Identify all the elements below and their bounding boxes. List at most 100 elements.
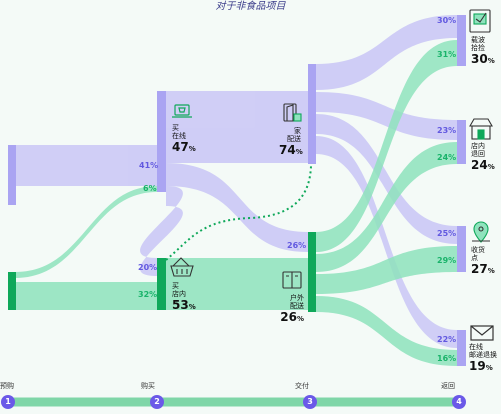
- node-label-deliver-home: 家 配送 74%: [279, 127, 303, 159]
- flow-home-to-collect: [316, 114, 457, 244]
- node-value: 26%: [276, 310, 304, 326]
- flow-label: 24%: [437, 153, 457, 162]
- node-value-unit: %: [188, 145, 196, 153]
- node-line2: 在线: [172, 132, 186, 140]
- node-value-unit: %: [487, 57, 495, 65]
- node-value-number: 27: [471, 262, 488, 276]
- node-label-ret-kiosk: 载波 拾捡 30%: [471, 36, 495, 68]
- flow-online-to-outdoor: [166, 163, 308, 252]
- node-bar-buy-instore: [157, 258, 166, 310]
- node-value: 74%: [279, 143, 303, 159]
- node-value: 27%: [471, 262, 495, 278]
- door-icon: [283, 103, 302, 122]
- flow-label: 32%: [138, 290, 158, 299]
- node-value-number: 74: [279, 143, 296, 157]
- node-line1: 买: [172, 124, 179, 132]
- node-line1: 店内: [471, 142, 485, 150]
- flow-home-to-store: [316, 92, 457, 140]
- flow-instore-to-online: [15, 186, 157, 278]
- stage-bubble-1: 1: [1, 395, 15, 409]
- node-bar-deliver-outdoor: [308, 232, 316, 312]
- flow-label: 30%: [437, 16, 457, 25]
- flow-label: 23%: [437, 126, 457, 135]
- node-line2: 配送: [290, 302, 304, 310]
- node-label-ret-collect: 收货 点 27%: [471, 246, 495, 278]
- flow-online-to-home: [166, 91, 308, 163]
- node-value: 47%: [172, 140, 196, 156]
- node-line2: 点: [471, 254, 478, 262]
- flow-online-prepurchase: [15, 145, 157, 186]
- node-bar-ret-kiosk: [457, 15, 466, 66]
- node-value: 30%: [471, 52, 495, 68]
- node-value-number: 53: [172, 298, 189, 312]
- stage-label-prepurchase: 预购: [0, 382, 14, 390]
- stage-bubble-2: 2: [150, 395, 164, 409]
- node-line1: 在线: [469, 343, 483, 351]
- node-bar-ret-mail: [457, 330, 466, 366]
- dotted-connector: [165, 165, 312, 261]
- stage-bubble-3: 3: [303, 395, 317, 409]
- node-value-unit: %: [295, 148, 303, 156]
- flow-label: 29%: [437, 256, 457, 265]
- node-bar-prepurchase-green: [8, 272, 16, 310]
- node-value-number: 47: [172, 140, 189, 154]
- node-bar-deliver-home: [308, 64, 316, 164]
- flow-outdoor-to-collect: [316, 246, 457, 294]
- node-label-buy-instore: 买 店内 53%: [172, 282, 196, 314]
- flow-label: 25%: [437, 229, 457, 238]
- flow-home-to-kiosk: [316, 15, 457, 90]
- stage-label-return: 返回: [441, 382, 455, 390]
- location-pin-icon: [472, 221, 490, 243]
- node-bar-buy-online: [157, 91, 166, 192]
- flow-instore-to-outdoor: [166, 258, 308, 310]
- node-bar-prepurchase-purple: [8, 145, 16, 205]
- flow-label: 22%: [437, 335, 457, 344]
- purple-flows: [15, 15, 457, 348]
- node-value-unit: %: [487, 267, 495, 275]
- diagram-title: 对于非食品项目: [215, 1, 286, 12]
- node-line1: 载波: [471, 36, 485, 44]
- flow-label: 16%: [437, 354, 457, 363]
- node-value-number: 30: [471, 52, 488, 66]
- node-value-number: 26: [280, 310, 297, 324]
- node-value: 53%: [172, 298, 196, 314]
- stage-label-delivery: 交付: [295, 382, 309, 390]
- node-value-unit: %: [485, 364, 493, 372]
- node-line1: 收货: [471, 246, 485, 254]
- flow-label: 41%: [139, 161, 159, 170]
- stage-bubble-4: 4: [452, 395, 466, 409]
- flow-outdoor-to-mail: [316, 296, 457, 366]
- node-value-unit: %: [188, 303, 196, 311]
- node-line2: 店内: [172, 290, 186, 298]
- green-flows: [15, 40, 457, 366]
- node-bar-ret-store: [457, 120, 466, 164]
- node-label-buy-online: 买 在线 47%: [172, 124, 196, 156]
- node-bar-ret-collect: [457, 226, 466, 272]
- storefront-icon: [469, 118, 493, 140]
- locker-icon: [282, 271, 302, 289]
- flow-label: 6%: [143, 184, 157, 193]
- node-value-number: 19: [469, 359, 486, 373]
- node-value-unit: %: [296, 315, 304, 323]
- stage-label-purchase: 购买: [141, 382, 155, 390]
- flow-label: 31%: [437, 50, 457, 59]
- node-line1: 买: [172, 282, 179, 290]
- flow-home-to-mail: [316, 136, 457, 348]
- flow-label: 26%: [287, 241, 307, 250]
- flow-outdoor-to-store: [316, 142, 457, 272]
- node-value-unit: %: [487, 163, 495, 171]
- flow-label: 20%: [138, 263, 158, 272]
- flow-instore-prepurchase: [15, 282, 157, 310]
- node-label-ret-store: 店内 退回 24%: [471, 142, 495, 174]
- node-line2: 拾捡: [471, 44, 485, 52]
- node-label-deliver-outdoor: 户外 配送 26%: [276, 294, 304, 326]
- node-line1: 户外: [290, 294, 304, 302]
- parcel-kiosk-icon: [469, 9, 491, 33]
- laptop-cart-icon: [172, 104, 192, 118]
- node-line1: 家: [294, 127, 301, 135]
- node-line2: 退回: [471, 150, 485, 158]
- flow-outdoor-to-kiosk: [316, 40, 457, 252]
- node-label-ret-mail: 在线 邮递退换 19%: [469, 343, 497, 375]
